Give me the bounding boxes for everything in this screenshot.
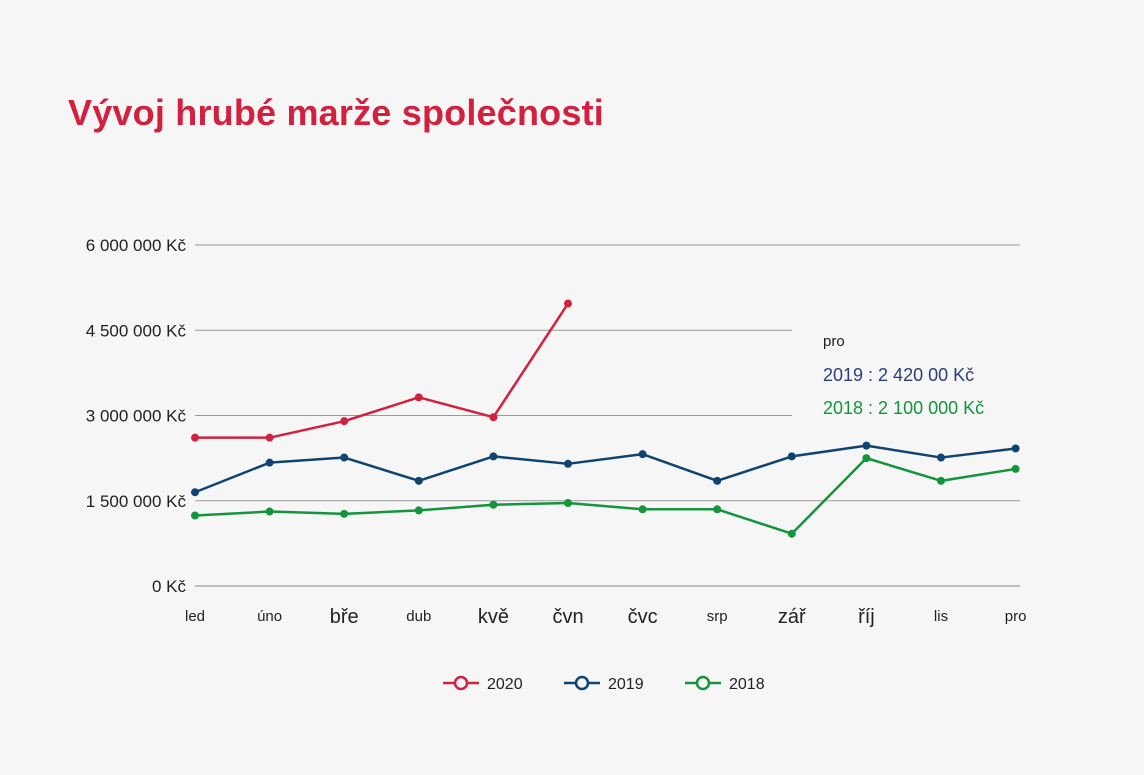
data-point bbox=[191, 433, 199, 442]
data-point bbox=[564, 299, 572, 308]
legend: 2020 2019 2018 bbox=[443, 675, 765, 693]
tooltip-annotation: pro 2019 : 2 420 00 Kč 2018 : 2 100 000 … bbox=[792, 318, 1028, 430]
data-point bbox=[937, 476, 945, 485]
annotation-header: pro bbox=[823, 333, 845, 350]
legend-label: 2020 bbox=[487, 676, 523, 693]
legend-label: 2018 bbox=[729, 676, 765, 693]
data-point bbox=[787, 529, 796, 538]
chart-title: Vývoj hrubé marže společnosti bbox=[68, 92, 604, 133]
x-tick-label: srp bbox=[707, 608, 728, 625]
data-point bbox=[564, 459, 572, 468]
data-point bbox=[414, 506, 423, 515]
legend-marker bbox=[574, 675, 590, 691]
y-tick-label: 6 000 000 Kč bbox=[86, 236, 187, 255]
y-tick-label: 1 500 000 Kč bbox=[86, 492, 187, 511]
annotation-2019: 2019 : 2 420 00 Kč bbox=[823, 365, 974, 385]
data-point bbox=[937, 453, 945, 462]
y-tick-label: 4 500 000 Kč bbox=[86, 321, 187, 340]
data-point bbox=[862, 454, 871, 463]
data-point bbox=[713, 505, 722, 514]
series-2018 bbox=[191, 454, 1020, 538]
y-tick-label: 0 Kč bbox=[152, 577, 187, 596]
data-point bbox=[340, 453, 349, 462]
x-tick-label: kvě bbox=[478, 606, 509, 628]
data-point bbox=[265, 458, 274, 467]
x-tick-label: bře bbox=[330, 606, 359, 628]
legend-label: 2019 bbox=[608, 676, 644, 693]
data-point bbox=[713, 476, 722, 485]
x-tick-label: čvc bbox=[628, 606, 658, 628]
data-point bbox=[638, 450, 647, 459]
data-point bbox=[564, 499, 572, 508]
data-point bbox=[265, 433, 274, 442]
x-tick-label: zář bbox=[778, 606, 807, 628]
legend-item-2019: 2019 bbox=[564, 675, 644, 693]
data-point bbox=[265, 507, 274, 516]
data-point bbox=[787, 452, 796, 461]
x-tick-label: led bbox=[185, 608, 205, 625]
annotation-background bbox=[792, 318, 1028, 430]
data-point bbox=[414, 476, 423, 485]
y-axis-ticks: 0 Kč 1 500 000 Kč 3 000 000 Kč 4 500 000 Kč… bbox=[86, 236, 187, 596]
data-point bbox=[638, 505, 647, 514]
data-point bbox=[489, 500, 498, 509]
legend-marker bbox=[453, 675, 469, 691]
data-point bbox=[862, 441, 871, 450]
y-tick-label: 3 000 000 Kč bbox=[86, 407, 187, 426]
x-tick-label: čvn bbox=[552, 606, 583, 628]
data-point bbox=[1011, 464, 1020, 473]
series-line-2020 bbox=[195, 302, 570, 439]
x-tick-label: říj bbox=[858, 606, 875, 628]
annotation-2018: 2018 : 2 100 000 Kč bbox=[823, 398, 984, 418]
data-point bbox=[340, 417, 349, 426]
data-point bbox=[489, 413, 498, 422]
data-point bbox=[1011, 444, 1020, 453]
series-2020 bbox=[191, 299, 572, 442]
legend-marker bbox=[695, 675, 711, 691]
series-2019 bbox=[191, 441, 1020, 497]
data-point bbox=[191, 511, 199, 520]
legend-item-2018: 2018 bbox=[685, 675, 765, 693]
series-lines bbox=[191, 299, 1020, 538]
series-line-2019 bbox=[194, 444, 1016, 494]
data-point bbox=[414, 393, 423, 402]
data-point bbox=[191, 488, 199, 497]
data-point bbox=[489, 452, 498, 461]
x-axis-ticks: led úno bře dub kvě čvn čvc srp zář říj lis pro bbox=[185, 606, 1026, 628]
x-tick-label: úno bbox=[257, 608, 282, 625]
legend-item-2020: 2020 bbox=[443, 675, 523, 693]
data-point bbox=[340, 509, 349, 518]
x-tick-label: lis bbox=[934, 608, 948, 625]
x-tick-label: dub bbox=[406, 608, 431, 625]
x-tick-label: pro bbox=[1005, 608, 1027, 625]
series-line-2018 bbox=[194, 456, 1016, 535]
